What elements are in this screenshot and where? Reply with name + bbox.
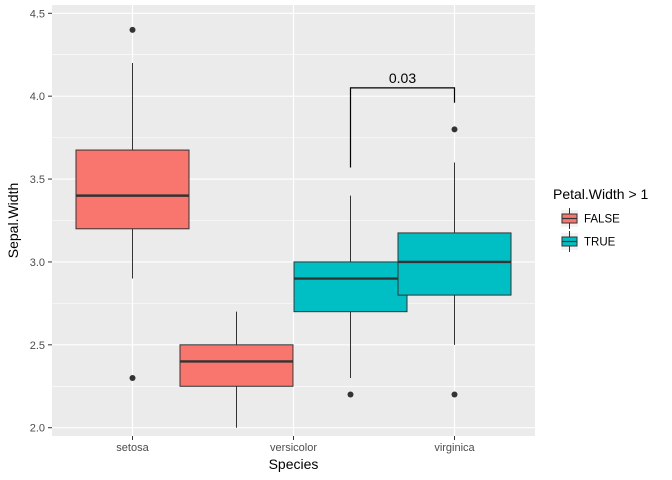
box-virginica-true [397,126,512,398]
outlier-point [347,391,354,398]
chart-marks: 0.03 [75,26,512,428]
x-tick-label: versicolor [270,442,317,454]
y-tick-label: 2.0 [30,423,45,435]
significance-bracket: 0.03 [349,70,456,168]
outlier-point [451,391,458,398]
y-tick-label: 3.0 [30,257,45,269]
legend: Petal.Width > 1 FALSE TRUE [553,186,649,252]
box-setosa-false [75,26,190,381]
y-tick-label: 2.5 [30,340,45,352]
box-versicolor-true [293,195,408,398]
box-versicolor-false [179,311,294,428]
bracket-line [349,87,456,168]
y-tick-label: 4.0 [30,91,45,103]
y-axis-title: Sepal.Width [5,183,21,258]
legend-key-false: FALSE [561,208,620,229]
legend-label: FALSE [584,214,620,226]
outlier-point [451,126,458,133]
box-body [179,344,294,387]
box-body [293,261,408,313]
outlier-point [129,26,136,33]
y-tick-label: 3.5 [30,174,45,186]
outlier-point [129,374,136,381]
legend-title: Petal.Width > 1 [553,186,649,202]
y-tick-label: 4.5 [30,8,45,20]
box-body [397,232,512,296]
x-tick-label: virginica [434,442,475,454]
legend-key-true: TRUE [561,231,616,252]
box-body [75,149,190,230]
annotation-label: 0.03 [389,70,416,86]
x-tick-label: setosa [116,442,149,454]
x-axis-title: Species [269,456,319,472]
legend-label: TRUE [584,237,616,249]
axes: 2.0 2.5 3.0 3.5 4.0 4.5 setosa versicolor virgin… [30,8,476,454]
